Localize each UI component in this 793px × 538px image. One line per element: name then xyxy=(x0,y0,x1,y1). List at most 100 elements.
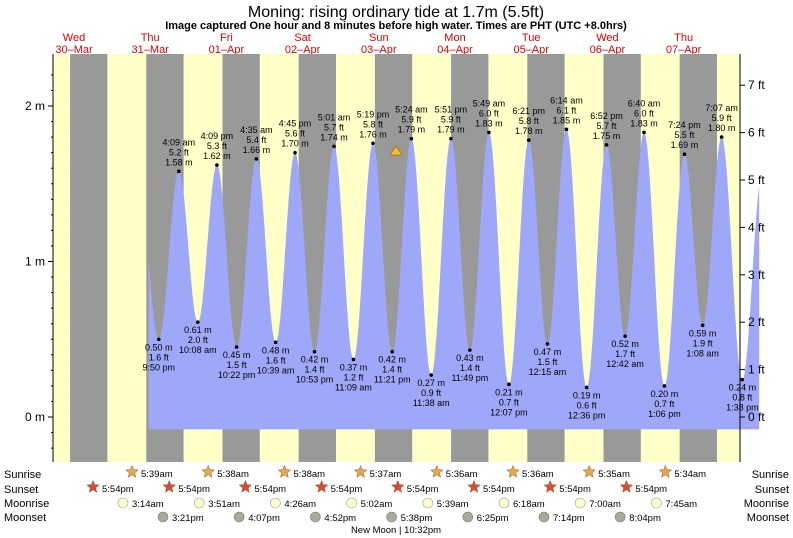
low-tide-metres: 0.19 m xyxy=(573,390,601,400)
low-tide-time: 10:22 pm xyxy=(218,370,256,380)
high-tide-metres: 1.78 m xyxy=(515,126,543,136)
moonset-icon xyxy=(386,511,397,523)
sunrise-time: 5:36am xyxy=(446,469,478,480)
day-date: 30–Mar xyxy=(55,44,93,56)
moonrise-icon xyxy=(193,497,205,509)
moonrise-icon xyxy=(574,497,586,509)
low-tide-time: 1:06 pm xyxy=(648,409,681,419)
day-name: Sat xyxy=(294,32,311,44)
high-tide-metres: 1.70 m xyxy=(281,139,309,149)
high-tide-metres: 1.66 m xyxy=(243,145,271,155)
low-tide-time: 12:15 am xyxy=(529,367,567,377)
sunrise-time: 5:34am xyxy=(674,469,706,480)
low-tide-point xyxy=(507,382,511,387)
moonrise-icon xyxy=(117,497,129,509)
moonset-time: 8:04pm xyxy=(629,513,661,524)
moon-phase: New Moon | 10:32pm xyxy=(351,525,441,536)
low-tide-feet: 0.7 ft xyxy=(499,397,520,407)
low-tide-feet: 1.7 ft xyxy=(615,349,636,359)
low-tide-point xyxy=(700,323,705,328)
tide-extremes: 0.50 m1.6 ft9:50 pm4:09 am5.2 ft1.58 m0.… xyxy=(143,95,759,420)
high-tide-metres: 1.80 m xyxy=(708,123,736,133)
low-tide-feet: 2.0 ft xyxy=(188,335,209,345)
low-tide-metres: 0.52 m xyxy=(611,339,639,349)
low-tide-feet: 1.6 ft xyxy=(266,355,287,365)
tide-area xyxy=(148,129,760,430)
sunset-star xyxy=(162,479,177,493)
moonset-time: 7:14pm xyxy=(553,513,585,524)
sunset-label-right: Sunset xyxy=(755,484,789,496)
sunrise-star xyxy=(201,464,216,478)
right-tick-label: 3 ft xyxy=(748,268,765,282)
moonset-label-right: Moonset xyxy=(747,512,789,524)
right-tick-label: 4 ft xyxy=(748,220,765,234)
low-tide-feet: 1.4 ft xyxy=(304,365,325,375)
high-tide-feet: 5.9 ft xyxy=(441,115,462,125)
moonset-time: 4:52pm xyxy=(324,513,356,524)
low-tide-feet: 1.5 ft xyxy=(227,360,248,370)
high-tide-point xyxy=(604,143,609,147)
sunrise-star xyxy=(353,464,368,478)
high-tide-feet: 5.9 ft xyxy=(712,113,733,123)
high-tide-point xyxy=(254,157,259,161)
high-tide-feet: 5.7 ft xyxy=(324,122,345,132)
high-tide-time: 4:09 pm xyxy=(201,131,234,141)
low-tide-point xyxy=(662,384,667,388)
low-tide-point xyxy=(468,348,472,352)
sunrise-time: 5:35am xyxy=(598,469,630,480)
low-tide-metres: 0.42 m xyxy=(378,355,406,365)
low-tide-feet: 0.7 ft xyxy=(654,399,675,409)
moonrise-icon xyxy=(270,497,281,509)
low-tide-time: 11:09 am xyxy=(335,382,372,392)
high-tide-point xyxy=(487,130,491,135)
sunset-time: 5:54pm xyxy=(254,484,286,495)
chart-title: Moning: rising ordinary tide at 1.7m (5.… xyxy=(248,4,544,21)
left-tick-label: 0 m xyxy=(25,410,45,424)
moonrise-label-left: Moonrise xyxy=(4,498,49,510)
day-date: 01–Apr xyxy=(209,44,245,56)
high-tide-point xyxy=(332,144,336,149)
low-tide-metres: 0.20 m xyxy=(651,389,679,399)
low-tide-point xyxy=(623,334,627,338)
low-tide-metres: 0.42 m xyxy=(301,355,329,365)
low-tide-point xyxy=(390,349,394,354)
sunrise-star xyxy=(429,464,444,478)
high-tide-feet: 5.5 ft xyxy=(674,130,695,140)
day-name: Tue xyxy=(522,32,541,44)
high-tide-metres: 1.83 m xyxy=(630,118,658,128)
moonset-icon xyxy=(233,511,245,523)
sunrise-star xyxy=(125,464,139,478)
sunrise-label-left: Sunrise xyxy=(4,469,41,481)
sunrise-star xyxy=(506,464,520,478)
sunrise-star xyxy=(658,464,673,478)
high-tide-time: 6:40 am xyxy=(628,98,661,108)
sunset-star xyxy=(314,479,329,493)
sunrise-label-right: Sunrise xyxy=(752,469,789,481)
high-tide-metres: 1.79 m xyxy=(398,125,426,135)
high-tide-feet: 6.0 ft xyxy=(479,108,500,118)
day-date: 31–Mar xyxy=(132,44,170,56)
day-date: 07–Apr xyxy=(666,44,702,56)
sunset-star xyxy=(86,479,100,493)
high-tide-feet: 6.1 ft xyxy=(556,105,577,115)
sunset-label-left: Sunset xyxy=(4,484,38,496)
low-tide-metres: 0.48 m xyxy=(262,345,290,355)
high-tide-metres: 1.83 m xyxy=(475,118,503,128)
sunrise-star xyxy=(277,464,292,478)
moonset-time: 5:38pm xyxy=(401,513,433,524)
high-tide-metres: 1.62 m xyxy=(203,151,231,161)
day-name: Thu xyxy=(674,32,693,44)
high-tide-feet: 5.8 ft xyxy=(519,116,540,126)
low-tide-point xyxy=(273,340,278,345)
moonset-icon xyxy=(310,511,321,523)
low-tide-metres: 0.45 m xyxy=(223,350,251,360)
sunset-time: 5:54pm xyxy=(102,484,134,495)
high-tide-feet: 6.0 ft xyxy=(634,108,655,118)
high-tide-feet: 5.3 ft xyxy=(207,141,228,151)
left-axis-ticks: 0 m 1 m 2 m xyxy=(25,74,53,449)
low-tide-point xyxy=(545,342,550,346)
low-tide-point xyxy=(351,357,356,362)
moonrise-icon xyxy=(346,497,357,509)
moonrise-time: 3:14am xyxy=(132,499,164,510)
high-tide-point xyxy=(177,169,181,174)
